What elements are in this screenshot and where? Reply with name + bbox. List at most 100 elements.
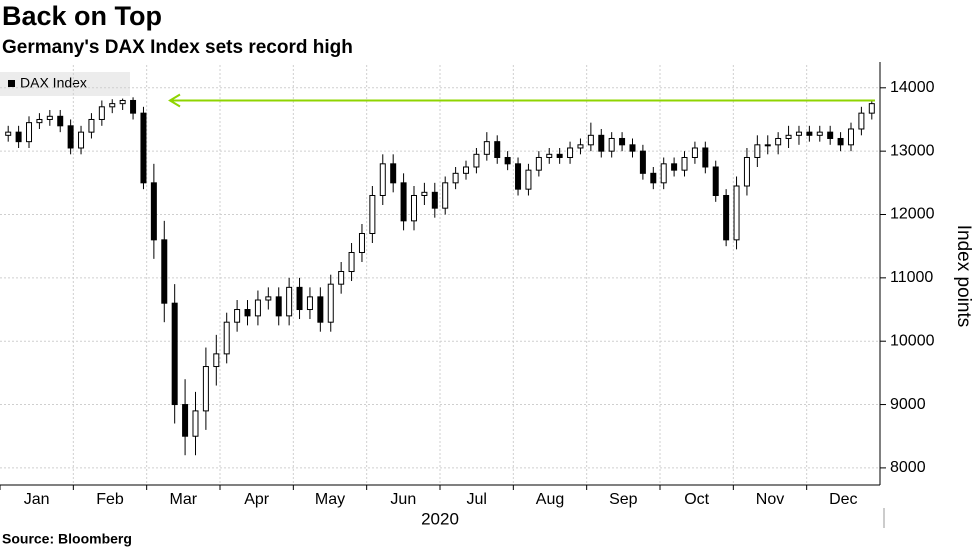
x-tick-label: Dec (829, 491, 857, 508)
x-tick-label: Aug (536, 491, 564, 508)
candle-body (5, 131, 12, 136)
candle-body (348, 252, 355, 273)
candle-body (67, 125, 74, 149)
candle-body (244, 309, 251, 317)
source: Source: Bloomberg (2, 531, 132, 547)
candle-body (795, 131, 802, 136)
candle-body (733, 185, 740, 241)
candle-body (723, 194, 730, 241)
candle-body (400, 182, 407, 222)
candle-body (327, 283, 334, 323)
candle-body (525, 169, 532, 190)
candle-body (390, 163, 397, 184)
candle-body (213, 353, 220, 368)
candle-body (691, 147, 698, 158)
x-tick-label: Jan (24, 491, 50, 508)
candle-body (36, 118, 43, 124)
candle-body (858, 112, 865, 130)
candle-body (587, 134, 594, 146)
legend-label: DAX Index (20, 75, 87, 91)
candle-body (119, 99, 126, 105)
candle-body (847, 128, 854, 146)
candle-body (577, 144, 584, 149)
chart-title: Back on Top (2, 1, 162, 31)
candle-body (275, 296, 282, 317)
candle-body (868, 103, 875, 114)
y-tick-label: 8000 (890, 459, 926, 476)
x-tick-label: Jun (390, 491, 416, 508)
candle-body (754, 144, 761, 158)
candle-body (306, 296, 313, 311)
y-tick-label: 10000 (890, 332, 935, 349)
candle-body (629, 144, 636, 152)
candle-body (421, 191, 428, 196)
candle-body (775, 137, 782, 146)
candle-body (473, 153, 480, 168)
candle-body (816, 131, 823, 136)
y-tick-label: 14000 (890, 79, 935, 96)
y-tick-label: 11000 (890, 269, 933, 286)
candle-body (608, 137, 615, 152)
y-tick-label: 13000 (890, 142, 935, 159)
y-tick-label: 9000 (890, 396, 926, 413)
x-tick-label: Mar (170, 491, 198, 508)
candle-body (130, 99, 137, 114)
x-tick-label: Feb (96, 491, 124, 508)
candle-body (140, 112, 147, 184)
candle-body (639, 150, 646, 174)
candle-body (504, 156, 511, 165)
candle-body (671, 163, 678, 171)
candle-body (483, 141, 490, 155)
candle-body (764, 144, 771, 147)
candle-body (535, 156, 542, 171)
candle-body (265, 296, 272, 301)
candle-body (57, 115, 64, 127)
candle-body (234, 309, 241, 323)
candle-body (296, 286, 303, 311)
candle-body (109, 103, 116, 108)
candle-body (494, 141, 501, 158)
candle-body (369, 194, 376, 235)
x-tick-label: Apr (244, 491, 270, 508)
candle-body (254, 299, 261, 317)
candle-body (567, 147, 574, 158)
candle-body (286, 286, 293, 317)
candle-body (785, 134, 792, 139)
year-label: 2020 (421, 509, 459, 528)
x-tick-label: Oct (684, 491, 709, 508)
candle-body (827, 131, 834, 139)
candle-body (338, 271, 345, 285)
candle-body (431, 191, 438, 209)
y-axis-title: Index points (953, 225, 974, 327)
x-tick-label: May (315, 491, 345, 508)
candle-body (702, 147, 709, 168)
candle-body (379, 163, 386, 196)
x-tick-label: Jul (466, 491, 486, 508)
candle-body (598, 134, 605, 152)
candle-body (463, 166, 470, 174)
candle-body (182, 404, 189, 437)
candle-body (26, 122, 33, 143)
candle-body (78, 131, 85, 149)
chart-subtitle: Germany's DAX Index sets record high (2, 37, 353, 58)
candle-body (442, 182, 449, 209)
candle-body (660, 163, 667, 184)
candle-body (171, 302, 178, 406)
candle-body (681, 156, 688, 171)
legend-swatch (8, 80, 15, 87)
candle-body (743, 156, 750, 187)
candle-body (150, 182, 157, 241)
legend-box (0, 72, 130, 96)
x-tick-label: Nov (756, 491, 784, 508)
candle-body (546, 153, 553, 158)
x-tick-label: Sep (609, 491, 638, 508)
candle-body (161, 239, 168, 304)
candle-body (223, 321, 230, 355)
candle-body (410, 194, 417, 222)
candle-body (192, 410, 199, 437)
candle-body (556, 153, 563, 158)
candle-body (317, 296, 324, 323)
candle-body (358, 233, 365, 254)
candle-body (98, 106, 105, 120)
